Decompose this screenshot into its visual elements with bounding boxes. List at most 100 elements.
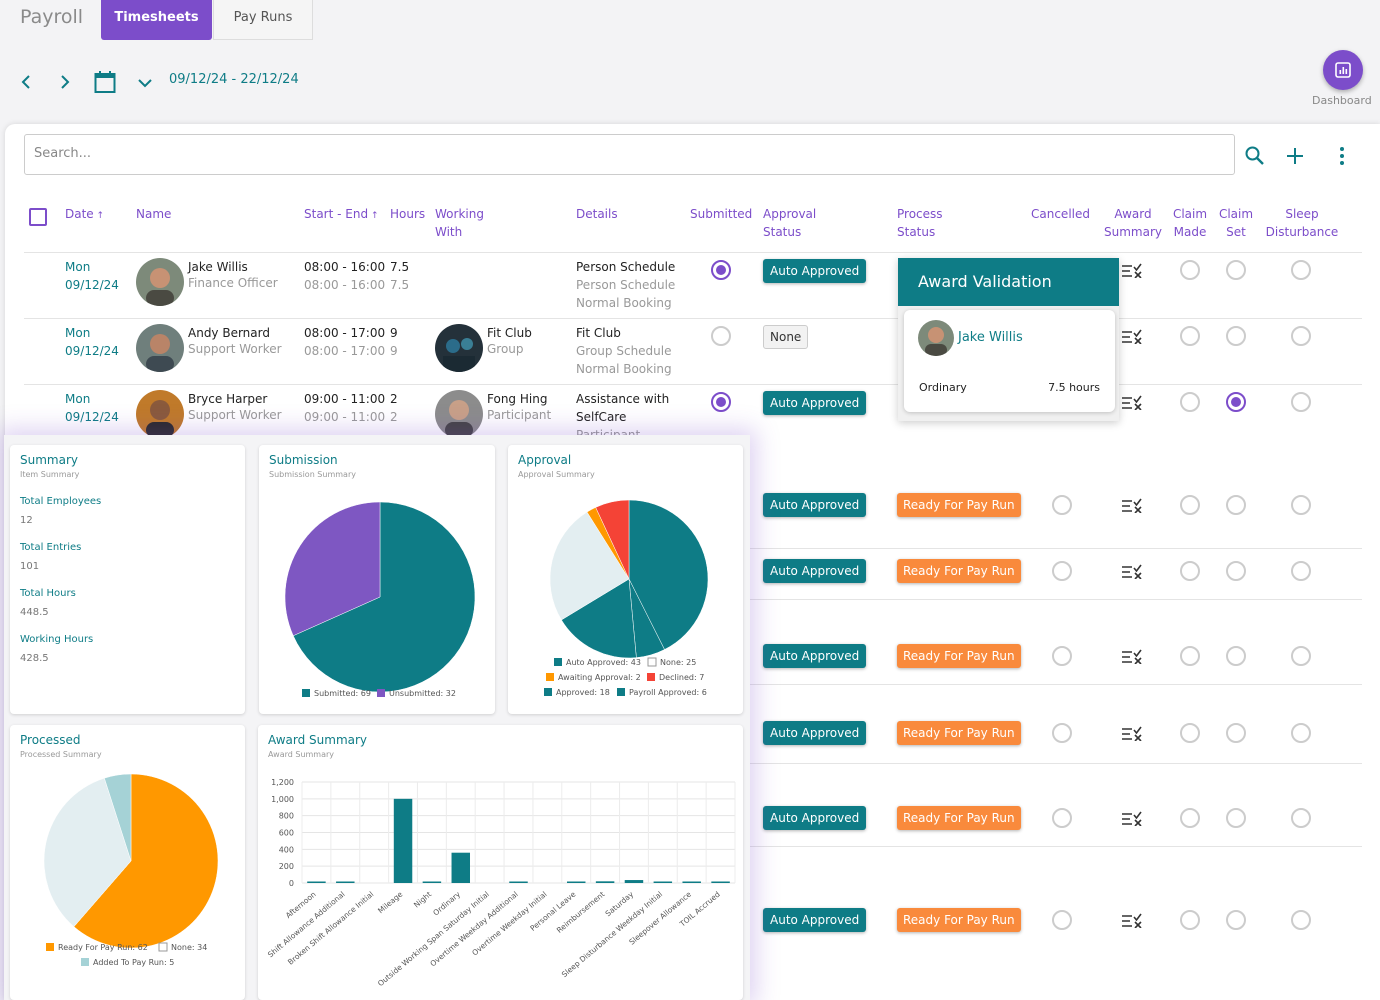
claim-set-radio[interactable] bbox=[1226, 495, 1246, 515]
column-header-claim-set[interactable]: Claim Set bbox=[1218, 207, 1254, 239]
sleep-disturbance-radio[interactable] bbox=[1291, 910, 1311, 930]
chevron-down-icon[interactable] bbox=[134, 70, 156, 94]
search-input[interactable] bbox=[34, 146, 1214, 161]
sleep-disturbance-radio[interactable] bbox=[1291, 495, 1311, 515]
column-header-name[interactable]: Name bbox=[136, 207, 172, 221]
sleep-disturbance-radio[interactable] bbox=[1291, 561, 1311, 581]
chevron-left-icon[interactable] bbox=[16, 70, 38, 94]
column-header-claim-made[interactable]: Claim Made bbox=[1172, 207, 1208, 239]
column-header-working-with[interactable]: Working With bbox=[435, 207, 484, 239]
legend-item: Awaiting Approval: 2 bbox=[546, 673, 641, 682]
column-header-details[interactable]: Details bbox=[576, 207, 618, 221]
more-vert-icon[interactable] bbox=[1336, 145, 1348, 170]
sleep-disturbance-radio[interactable] bbox=[1291, 646, 1311, 666]
approval-status-badge[interactable]: Auto Approved bbox=[763, 908, 867, 932]
approval-status-badge[interactable]: Auto Approved bbox=[763, 259, 867, 283]
column-header-start-end[interactable]: Start - End ↑ bbox=[304, 207, 379, 221]
sleep-disturbance-radio[interactable] bbox=[1291, 723, 1311, 743]
claim-made-radio[interactable] bbox=[1180, 326, 1200, 346]
sleep-disturbance-radio[interactable] bbox=[1291, 808, 1311, 828]
cancelled-radio[interactable] bbox=[1052, 561, 1072, 581]
process-status-badge[interactable]: Ready For Pay Run bbox=[897, 806, 1021, 830]
column-header-cancelled[interactable]: Cancelled bbox=[1031, 207, 1090, 221]
approval-status-badge[interactable]: Auto Approved bbox=[763, 559, 867, 583]
award-check-icon[interactable] bbox=[1121, 725, 1143, 742]
search-icon[interactable] bbox=[1244, 145, 1266, 170]
date-range[interactable]: 09/12/24 - 22/12/24 bbox=[169, 72, 299, 87]
claim-made-radio[interactable] bbox=[1180, 910, 1200, 930]
process-status-badge[interactable]: Ready For Pay Run bbox=[897, 493, 1021, 517]
dashboard-overlay: Summary Item Summary Total Employees 12 … bbox=[4, 435, 750, 1000]
claim-made-radio[interactable] bbox=[1180, 392, 1200, 412]
submitted-radio[interactable] bbox=[711, 260, 731, 280]
sleep-disturbance-radio[interactable] bbox=[1291, 392, 1311, 412]
award-check-icon[interactable] bbox=[1121, 563, 1143, 580]
submitted-radio[interactable] bbox=[711, 326, 731, 346]
select-all-checkbox[interactable] bbox=[29, 208, 47, 226]
tab-timesheets[interactable]: Timesheets bbox=[101, 0, 212, 40]
sleep-disturbance-radio[interactable] bbox=[1291, 326, 1311, 346]
process-status-badge[interactable]: Ready For Pay Run bbox=[897, 559, 1021, 583]
add-icon[interactable] bbox=[1284, 145, 1306, 170]
cancelled-radio[interactable] bbox=[1052, 910, 1072, 930]
approval-status-badge[interactable]: Auto Approved bbox=[763, 721, 867, 745]
claim-set-radio[interactable] bbox=[1226, 561, 1246, 581]
award-check-icon[interactable] bbox=[1121, 394, 1143, 411]
submitted-radio[interactable] bbox=[711, 392, 731, 412]
column-header-sleep-disturbance[interactable]: Sleep Disturbance bbox=[1265, 207, 1339, 239]
claim-set-radio[interactable] bbox=[1226, 723, 1246, 743]
bar bbox=[566, 881, 586, 883]
column-header-submitted[interactable]: Submitted bbox=[690, 207, 753, 221]
dashboard-button[interactable] bbox=[1323, 50, 1363, 90]
process-status-badge[interactable]: Ready For Pay Run bbox=[897, 908, 1021, 932]
claim-set-radio[interactable] bbox=[1226, 260, 1246, 280]
approval-status-badge[interactable]: None bbox=[763, 325, 809, 349]
approval-status-badge[interactable]: Auto Approved bbox=[763, 391, 867, 415]
column-header-award-summary[interactable]: Award Summary bbox=[1104, 207, 1162, 239]
claim-made-radio[interactable] bbox=[1180, 808, 1200, 828]
process-status-badge[interactable]: Ready For Pay Run bbox=[897, 644, 1021, 668]
claim-set-radio[interactable] bbox=[1226, 646, 1246, 666]
claim-made-radio[interactable] bbox=[1180, 561, 1200, 581]
column-header-date[interactable]: Date ↑ bbox=[65, 207, 105, 221]
calendar-icon[interactable] bbox=[94, 70, 116, 94]
avatar bbox=[136, 258, 184, 306]
award-type: Ordinary bbox=[919, 381, 967, 394]
cancelled-radio[interactable] bbox=[1052, 723, 1072, 743]
column-header-process-status[interactable]: Process Status bbox=[897, 207, 943, 239]
approval-status-badge[interactable]: Auto Approved bbox=[763, 493, 867, 517]
bar bbox=[422, 881, 442, 883]
bar bbox=[595, 881, 615, 883]
svg-text:Approved: 18: Approved: 18 bbox=[556, 688, 610, 697]
award-check-icon[interactable] bbox=[1121, 810, 1143, 827]
chevron-right-icon[interactable] bbox=[54, 70, 76, 94]
claim-made-radio[interactable] bbox=[1180, 260, 1200, 280]
cancelled-radio[interactable] bbox=[1052, 808, 1072, 828]
column-header-approval-status[interactable]: Approval Status bbox=[763, 207, 817, 239]
employee-name: Bryce Harper bbox=[188, 392, 268, 406]
tab-pay-runs[interactable]: Pay Runs bbox=[213, 0, 313, 40]
award-check-icon[interactable] bbox=[1121, 328, 1143, 345]
claim-made-radio[interactable] bbox=[1180, 723, 1200, 743]
cancelled-radio[interactable] bbox=[1052, 646, 1072, 666]
cancelled-radio[interactable] bbox=[1052, 495, 1072, 515]
sleep-disturbance-radio[interactable] bbox=[1291, 260, 1311, 280]
pie-slice bbox=[595, 499, 630, 580]
process-status-badge[interactable]: Ready For Pay Run bbox=[897, 721, 1021, 745]
column-header-hours[interactable]: Hours bbox=[390, 207, 426, 221]
approval-status-badge[interactable]: Auto Approved bbox=[763, 644, 867, 668]
claim-set-radio[interactable] bbox=[1226, 326, 1246, 346]
award-employee-name[interactable]: Jake Willis bbox=[958, 330, 1023, 345]
award-check-icon[interactable] bbox=[1121, 262, 1143, 279]
claim-made-radio[interactable] bbox=[1180, 646, 1200, 666]
award-check-icon[interactable] bbox=[1121, 648, 1143, 665]
claim-set-radio[interactable] bbox=[1226, 392, 1246, 412]
claim-made-radio[interactable] bbox=[1180, 495, 1200, 515]
award-check-icon[interactable] bbox=[1121, 912, 1143, 929]
approval-status-badge[interactable]: Auto Approved bbox=[763, 806, 867, 830]
award-check-icon[interactable] bbox=[1121, 497, 1143, 514]
claim-set-radio[interactable] bbox=[1226, 808, 1246, 828]
summary-value: 101 bbox=[20, 561, 40, 572]
divider bbox=[24, 384, 1362, 385]
claim-set-radio[interactable] bbox=[1226, 910, 1246, 930]
